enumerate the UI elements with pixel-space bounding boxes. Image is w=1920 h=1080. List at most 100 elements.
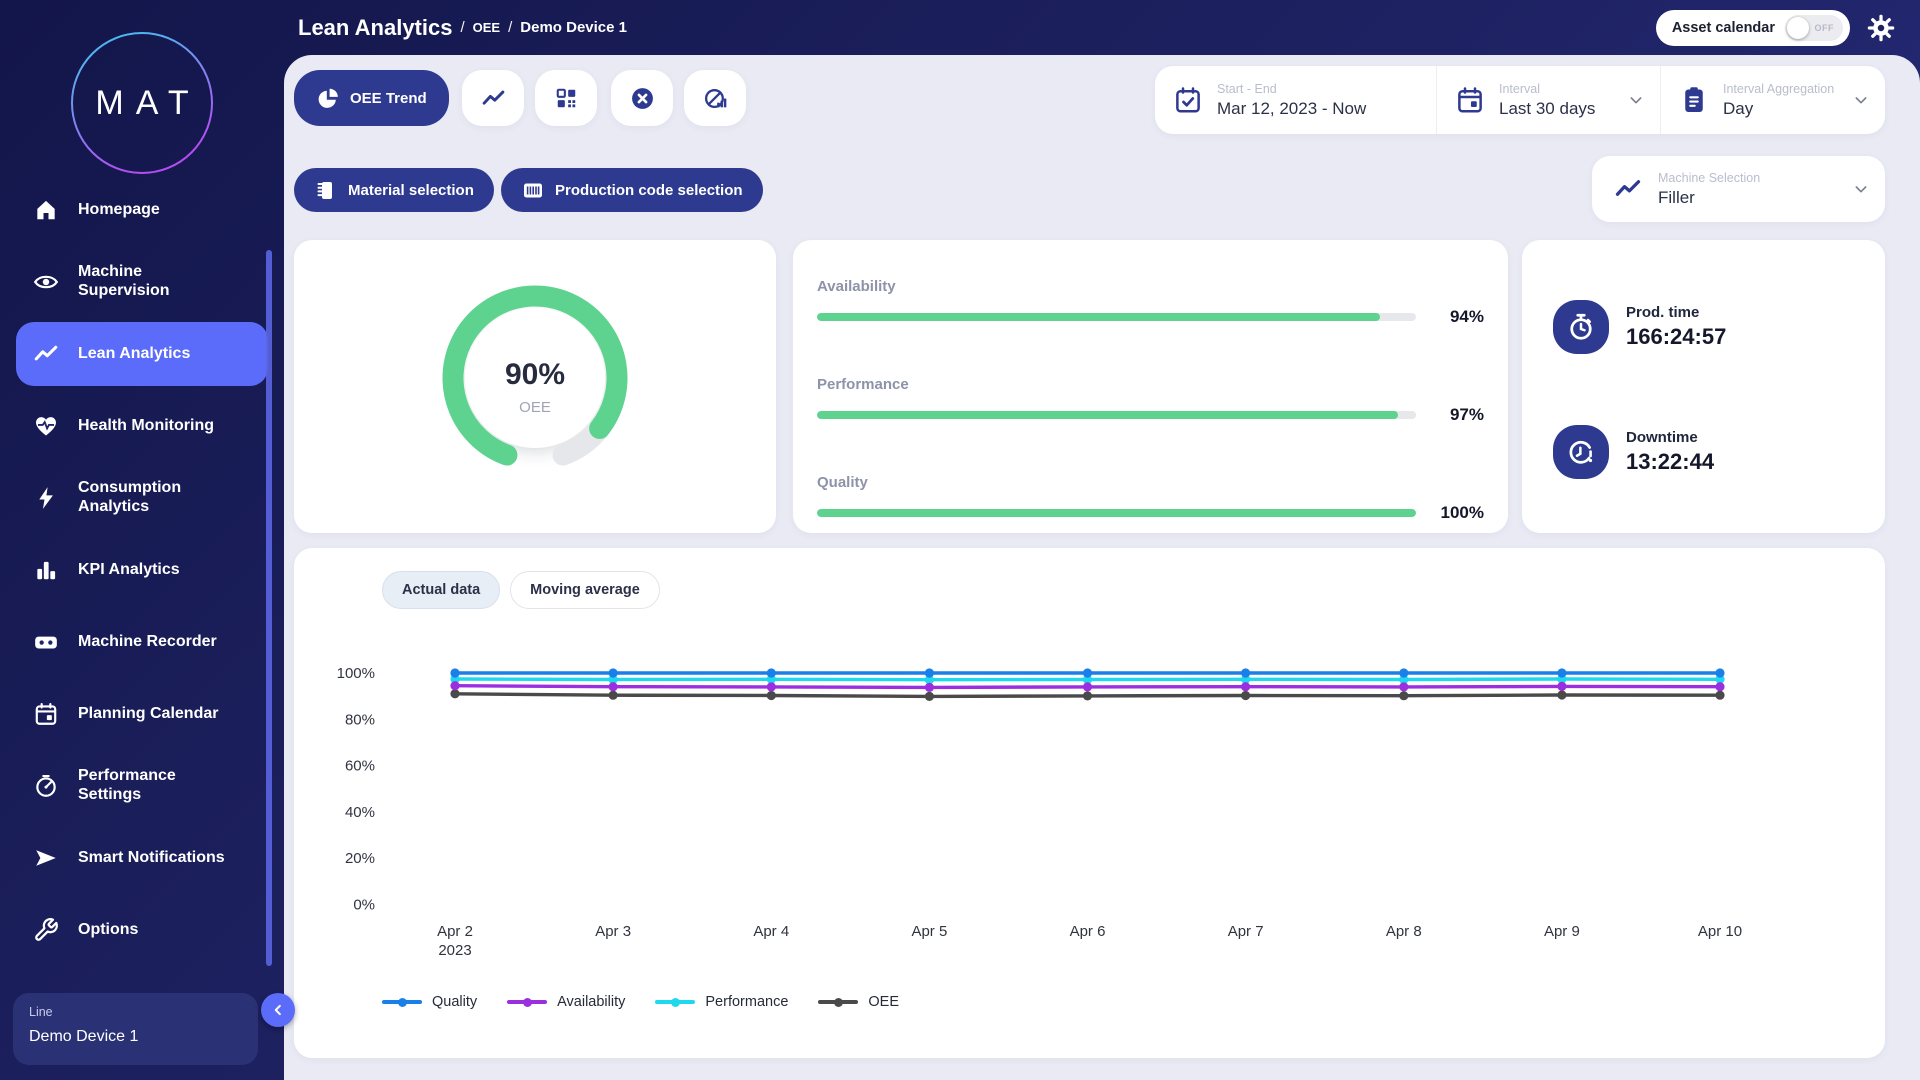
stops-button[interactable] (611, 70, 673, 126)
interval-label: Interval (1499, 82, 1595, 96)
calendar-icon (1455, 85, 1485, 115)
recorder-icon (32, 628, 60, 656)
oee-trend-tab-button[interactable]: OEE Trend (294, 70, 449, 126)
breadcrumb-device[interactable]: Demo Device 1 (520, 19, 627, 36)
kpi-bar-label: Quality (817, 474, 1484, 491)
svg-text:Apr 6: Apr 6 (1070, 923, 1106, 940)
production-code-selection-label: Production code selection (555, 182, 743, 199)
trend-icon (481, 86, 506, 111)
aggregation-value: Day (1723, 99, 1834, 119)
oee-gauge-label: OEE (435, 399, 635, 416)
app-window: MAT HomepageMachine SupervisionLean Anal… (0, 0, 1920, 1080)
time-stat-downtime: Downtime 13:22:44 (1553, 425, 1885, 479)
trend-icon (32, 340, 60, 368)
stopwatch-icon (1553, 300, 1609, 354)
sidebar-item-performance-settings[interactable]: Performance Settings (16, 754, 268, 818)
calendar-check-icon (1173, 85, 1203, 115)
chart-data-tabs: Actual data Moving average (382, 571, 660, 609)
svg-text:Apr 2: Apr 2 (437, 923, 473, 940)
settings-button[interactable] (1866, 12, 1898, 44)
asset-calendar-switch[interactable]: OFF (1785, 15, 1843, 41)
asset-calendar-toggle-pill[interactable]: Asset calendar OFF (1656, 10, 1850, 46)
aggregation-filter[interactable]: Interval Aggregation Day (1660, 66, 1885, 134)
svg-text:0%: 0% (353, 897, 375, 914)
interval-value: Last 30 days (1499, 99, 1595, 119)
sidebar-item-planning-calendar[interactable]: Planning Calendar (16, 682, 268, 746)
pie-chart-icon (316, 86, 340, 110)
machine-selection-dropdown[interactable]: Machine Selection Filler (1592, 156, 1885, 222)
line-label: Line (29, 1005, 242, 1019)
bolt-icon (32, 484, 60, 512)
sidebar-item-options[interactable]: Options (16, 898, 268, 962)
chevron-down-icon (1628, 92, 1644, 108)
svg-text:Apr 3: Apr 3 (595, 923, 631, 940)
top-right-actions: Asset calendar OFF (1656, 10, 1898, 46)
oee-gauge-card: 90% OEE (294, 240, 776, 533)
time-stat-prod-time: Prod. time166:24:57 (1553, 300, 1885, 354)
sidebar-item-kpi-analytics[interactable]: KPI Analytics (16, 538, 268, 602)
sidebar-item-label: Options (78, 921, 238, 940)
wrench-icon (32, 916, 60, 944)
svg-text:Apr 10: Apr 10 (1698, 923, 1742, 940)
trend-chart-card: Actual data Moving average 100%80%60%40%… (294, 548, 1885, 1058)
sidebar-item-consumption-analytics[interactable]: Consumption Analytics (16, 466, 268, 530)
breadcrumb-oee[interactable]: OEE (473, 20, 500, 35)
legend-swatch (507, 1000, 547, 1004)
time-stat-value: 13:22:44 (1626, 449, 1714, 475)
legend-item-oee[interactable]: OEE (818, 994, 899, 1010)
barcode-icon (521, 178, 545, 202)
bar-chart-icon (32, 556, 60, 584)
sidebar-nav: Homepage Machine Supervision Lean Analytic… (0, 178, 284, 970)
tab-moving-average[interactable]: Moving average (510, 571, 660, 609)
sidebar-item-label: Consumption Analytics (78, 479, 238, 517)
sidebar-collapse-button[interactable] (261, 993, 295, 1027)
progress-fill (817, 313, 1380, 321)
sidebar-item-machine-recorder[interactable]: Machine Recorder (16, 610, 268, 674)
legend-label: Performance (705, 994, 788, 1010)
clipboard-icon (1679, 85, 1709, 115)
start-end-label: Start - End (1217, 82, 1366, 96)
trend-icon (1614, 175, 1642, 203)
sidebar-item-homepage[interactable]: Homepage (16, 178, 268, 242)
oee-gauge-text: 90% OEE (435, 358, 635, 416)
legend-item-performance[interactable]: Performance (655, 994, 788, 1010)
time-stat-value: 166:24:57 (1626, 324, 1726, 350)
oee-trend-line-chart: 100%80%60%40%20%0%Apr 22023Apr 3Apr 4Apr… (294, 548, 1885, 1058)
sidebar-item-label: Health Monitoring (78, 417, 238, 436)
tab-actual-data[interactable]: Actual data (382, 571, 500, 609)
sidebar-scrollbar[interactable] (266, 250, 272, 966)
sidebar-item-smart-notifications[interactable]: Smart Notifications (16, 826, 268, 890)
sidebar-item-label: Homepage (78, 201, 238, 220)
sidebar-item-health-monitoring[interactable]: Health Monitoring (16, 394, 268, 458)
chevron-down-icon (1853, 181, 1869, 197)
sidebar-item-label: KPI Analytics (78, 561, 238, 580)
sidebar-item-lean-analytics[interactable]: Lean Analytics (16, 322, 268, 386)
material-selection-button[interactable]: Material selection (294, 168, 494, 212)
svg-text:40%: 40% (345, 804, 375, 821)
kpi-bar-quality: Quality100% (817, 474, 1484, 523)
sidebar-item-label: Machine Supervision (78, 263, 238, 301)
qr-code-button[interactable] (535, 70, 597, 126)
line-device-panel[interactable]: Line Demo Device 1 (13, 993, 258, 1065)
sidebar-item-label: Lean Analytics (78, 345, 238, 364)
sidebar-item-machine-supervision[interactable]: Machine Supervision (16, 250, 268, 314)
trend-button[interactable] (462, 70, 524, 126)
kpi-bar-performance: Performance97% (817, 376, 1484, 425)
calendar-icon (32, 700, 60, 728)
pie-bars-icon (703, 86, 728, 111)
svg-text:Apr 7: Apr 7 (1228, 923, 1264, 940)
interval-filter[interactable]: Interval Last 30 days (1436, 66, 1660, 134)
heart-pulse-icon (32, 412, 60, 440)
kpi-bar-value: 97% (1432, 405, 1484, 425)
svg-text:Apr 4: Apr 4 (753, 923, 789, 940)
production-code-selection-button[interactable]: Production code selection (501, 168, 763, 212)
legend-item-availability[interactable]: Availability (507, 994, 625, 1010)
kpi-bar-availability: Availability94% (817, 278, 1484, 327)
progress-track (817, 411, 1416, 419)
losses-button[interactable] (684, 70, 746, 126)
start-end-filter[interactable]: Start - End Mar 12, 2023 - Now (1155, 66, 1436, 134)
kpi-bars-card: Availability94% Performance97% Quality100% (793, 240, 1508, 533)
legend-item-quality[interactable]: Quality (382, 994, 477, 1010)
main-content: OEE Trend Start - End Mar 12, 2023 - Now… (284, 55, 1920, 1080)
time-stat-label: Downtime (1626, 429, 1714, 446)
